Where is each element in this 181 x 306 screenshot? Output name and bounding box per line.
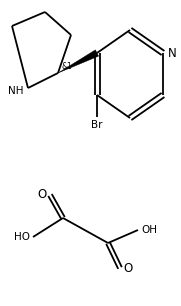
Polygon shape (58, 50, 99, 73)
Text: &1: &1 (61, 62, 72, 71)
Text: Br: Br (91, 120, 103, 130)
Text: OH: OH (141, 225, 157, 235)
Text: HO: HO (14, 232, 30, 242)
Text: N: N (168, 47, 177, 59)
Text: O: O (38, 188, 47, 201)
Text: NH: NH (7, 86, 23, 96)
Text: O: O (123, 262, 132, 274)
